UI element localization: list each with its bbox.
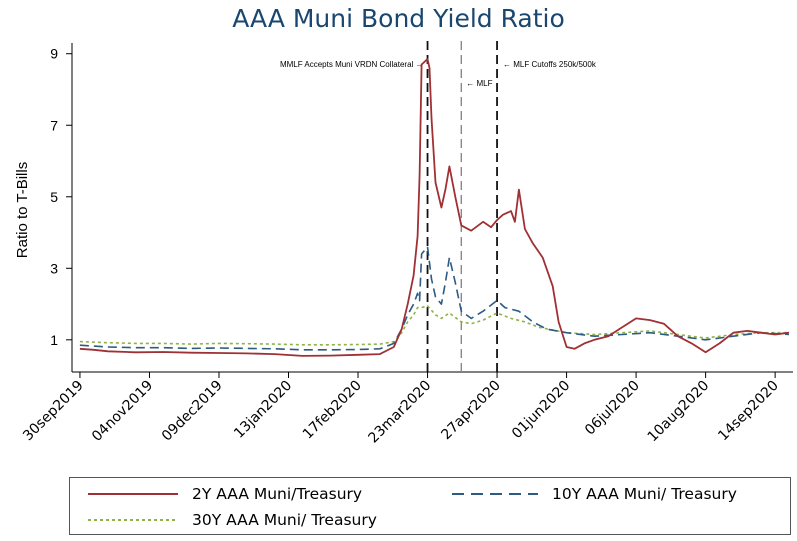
series-layer: [79, 58, 790, 357]
legend-label-2y: 2Y AAA Muni/Treasury: [192, 485, 363, 503]
y-axis-label: Ratio to T-Bills: [14, 162, 31, 258]
legend-label-30y: 30Y AAA Muni/ Treasury: [192, 511, 377, 529]
annotation-label: MMLF Accepts Muni VRDN Collateral →: [280, 60, 424, 69]
x-tick-label: 01jun2020: [509, 378, 573, 442]
x-tick-label: 30sep2019: [20, 378, 87, 445]
annotation-label: ← MLF Cutoffs 250k/500k: [503, 60, 597, 69]
x-tick-label: 04nov2019: [89, 378, 156, 445]
series-line-2y: [79, 58, 790, 357]
y-tick-label: 9: [50, 46, 58, 62]
x-tick-label: 17feb2020: [300, 378, 365, 443]
legend-swatch-30y: [88, 519, 178, 521]
legend-swatch-10y: [452, 493, 538, 495]
annotation-lines: MMLF Accepts Muni VRDN Collateral → ← MLF…: [280, 41, 597, 372]
x-tick-label: 14sep2020: [715, 378, 782, 445]
x-tick-label: 10aug2020: [645, 378, 713, 446]
chart-title: AAA Muni Bond Yield Ratio: [232, 4, 565, 33]
plot-area: 1 3 5 7 9 30sep2019 04nov2019 09dec2019 13jan20…: [14, 41, 793, 447]
y-tick-label: 1: [50, 332, 58, 348]
y-axis: 1 3 5 7 9: [50, 43, 73, 372]
x-tick-label: 27apr2020: [438, 378, 504, 444]
y-tick-label: 5: [50, 189, 58, 205]
annotation-label: ← MLF: [466, 79, 492, 88]
legend: 2Y AAA Muni/Treasury 10Y AAA Muni/ Treas…: [69, 477, 791, 535]
legend-label-10y: 10Y AAA Muni/ Treasury: [552, 485, 737, 503]
y-tick-label: 3: [50, 260, 58, 276]
x-tick-label: 09dec2019: [159, 378, 226, 445]
legend-item-10y: 10Y AAA Muni/ Treasury: [452, 485, 737, 503]
legend-swatch-2y: [88, 493, 178, 495]
legend-item-2y: 2Y AAA Muni/Treasury: [88, 485, 362, 503]
x-axis: 30sep2019 04nov2019 09dec2019 13jan2020 17fe…: [20, 371, 793, 447]
series-line-10y: [79, 246, 790, 351]
y-tick-label: 7: [50, 117, 58, 133]
legend-item-30y: 30Y AAA Muni/ Treasury: [88, 511, 377, 529]
x-tick-label: 06jul2020: [582, 378, 643, 439]
series-line-30y: [79, 304, 789, 346]
x-tick-label: 13jan2020: [231, 378, 295, 442]
x-tick-label: 23mar2020: [365, 378, 434, 447]
